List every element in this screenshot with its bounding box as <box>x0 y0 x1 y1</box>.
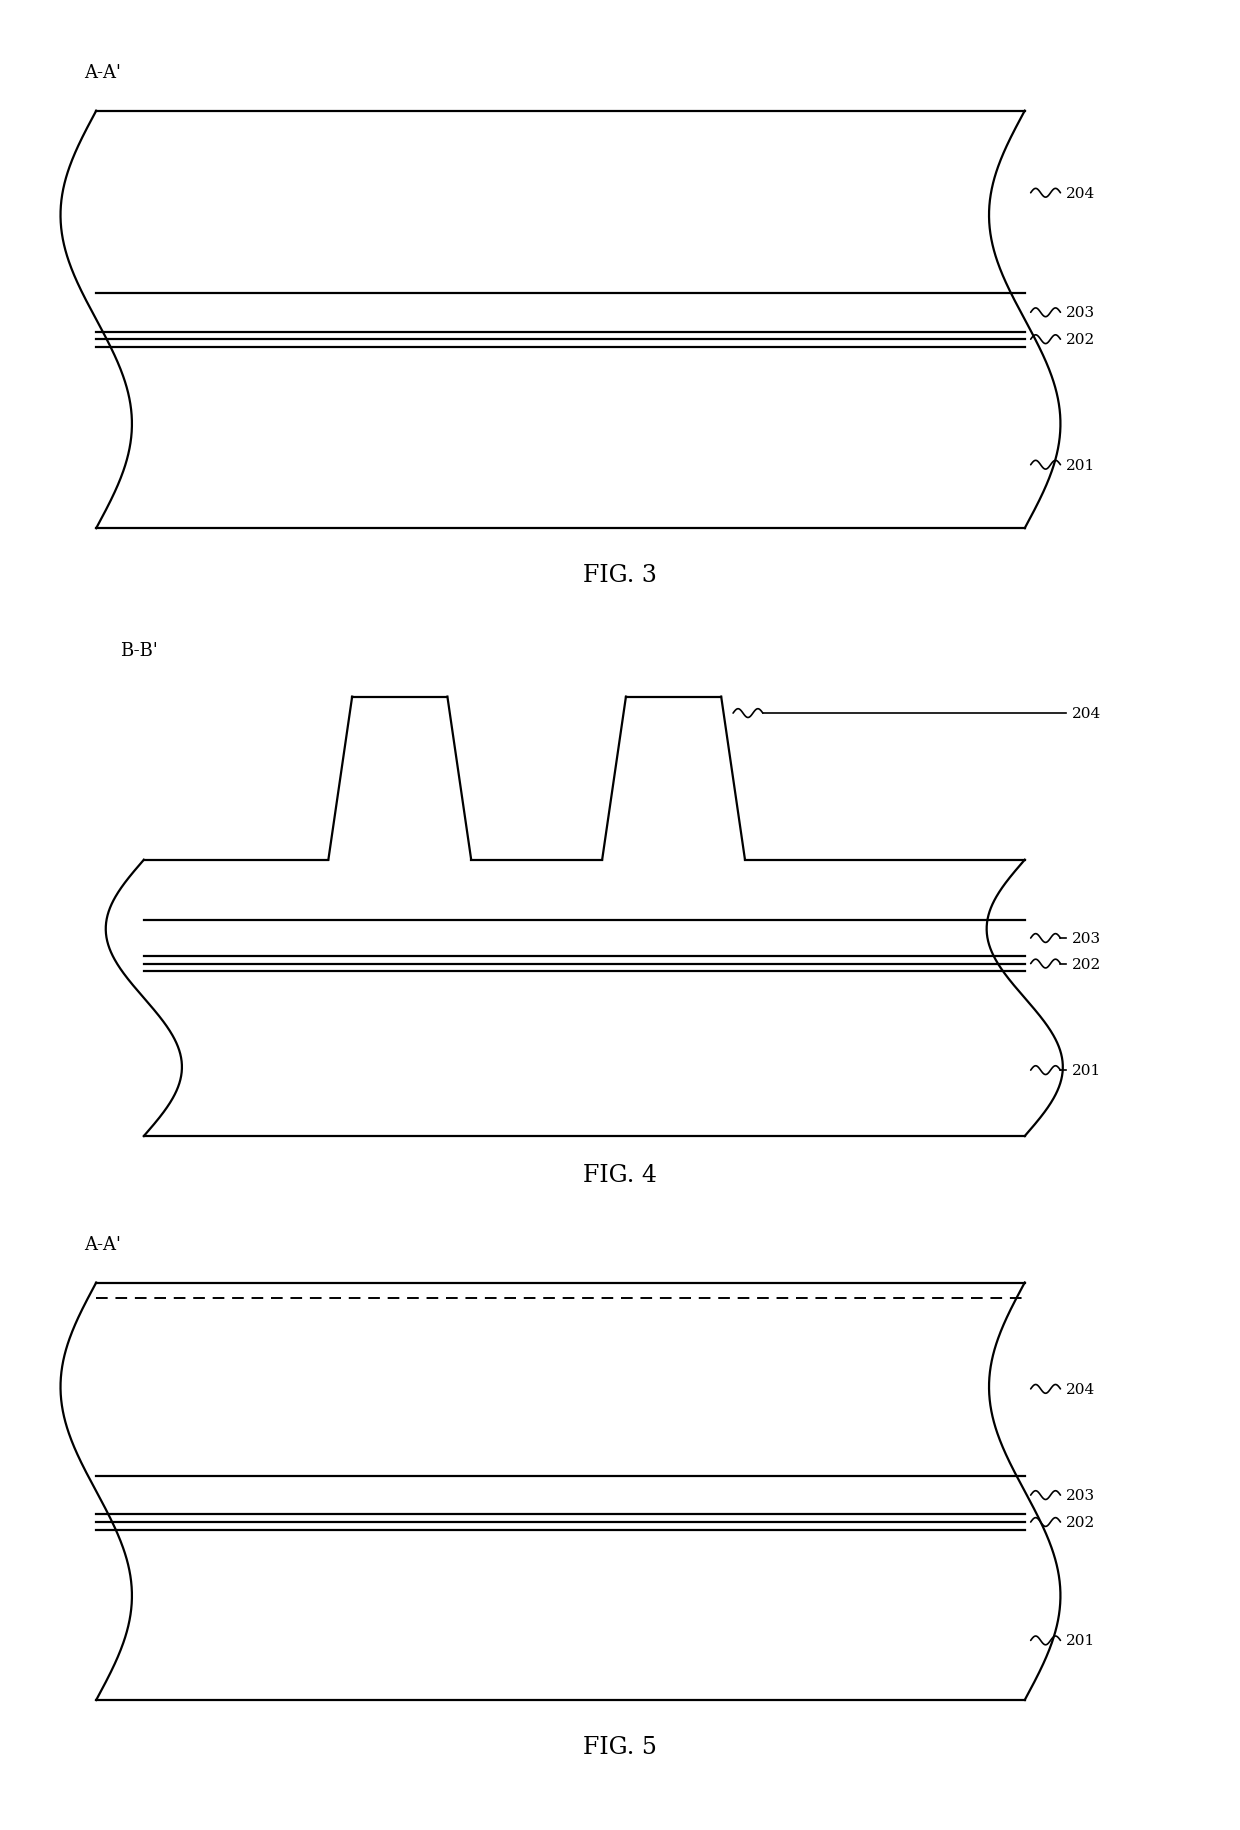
Text: 204: 204 <box>1073 706 1101 721</box>
Text: 201: 201 <box>1073 1063 1101 1078</box>
Text: A-A': A-A' <box>84 64 122 82</box>
Text: FIG. 3: FIG. 3 <box>583 564 657 587</box>
Text: 202: 202 <box>1066 333 1096 348</box>
Text: 201: 201 <box>1066 1634 1096 1647</box>
Text: 202: 202 <box>1073 957 1101 972</box>
Text: 203: 203 <box>1066 306 1095 320</box>
Text: A-A': A-A' <box>84 1235 122 1254</box>
Text: FIG. 5: FIG. 5 <box>583 1735 657 1759</box>
Text: 202: 202 <box>1066 1515 1096 1530</box>
Text: B-B': B-B' <box>120 642 157 659</box>
Text: 204: 204 <box>1066 1382 1096 1396</box>
Text: 201: 201 <box>1066 459 1096 472</box>
Text: FIG. 4: FIG. 4 <box>583 1164 657 1186</box>
Text: 204: 204 <box>1066 187 1096 201</box>
Text: 203: 203 <box>1073 931 1101 946</box>
Text: 203: 203 <box>1066 1488 1095 1502</box>
